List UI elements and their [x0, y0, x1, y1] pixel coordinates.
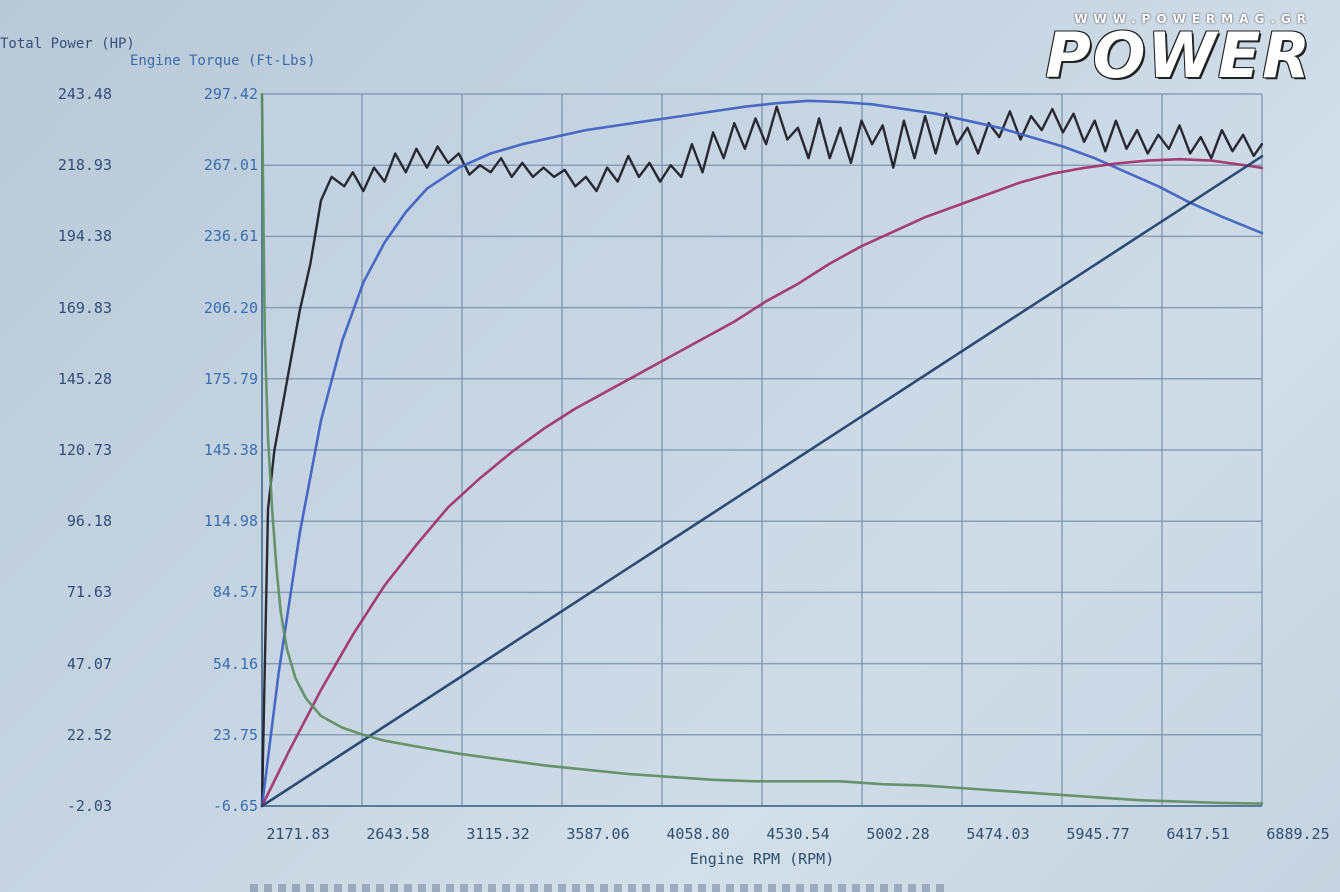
rpm-tick-label: 2171.83 [266, 825, 330, 843]
power-tick-label: -2.03 [66, 797, 112, 815]
rpm-tick-label: 3587.06 [566, 825, 630, 843]
torque-tick-label: 54.16 [212, 654, 258, 673]
power-tick-label: 169.83 [57, 298, 112, 317]
rpm-tick-label: 6417.51 [1166, 825, 1230, 843]
power-tick-label: 22.52 [66, 725, 112, 744]
torque-tick-label: 267.01 [203, 156, 258, 175]
power-tick-label: 194.38 [57, 227, 112, 246]
rpm-tick-label: 3115.32 [466, 825, 530, 843]
rpm-tick-label: 4530.54 [766, 825, 830, 843]
torque-tick-label: 114.98 [203, 512, 258, 531]
series-line-black [260, 105, 1264, 808]
series-line-blue [260, 99, 1264, 808]
rpm-tick-label: 5002.28 [866, 825, 930, 843]
torque-tick-label: 145.38 [203, 441, 258, 459]
rpm-axis-title: Engine RPM (RPM) [689, 850, 835, 868]
torque-tick-label: 206.20 [203, 298, 258, 317]
rpm-tick-label: 4058.80 [666, 825, 730, 843]
torque-tick-label: 236.61 [203, 227, 258, 246]
power-tick-label: 218.93 [57, 156, 112, 175]
power-axis-title: Total Power (HP) [0, 36, 135, 52]
power-logo: WWW.POWERMAG.GR POWER [912, 12, 1312, 92]
power-tick-label: 243.48 [57, 85, 112, 103]
torque-tick-label: 23.75 [212, 725, 258, 744]
power-tick-label: 96.18 [66, 512, 112, 531]
rpm-tick-label: 5945.77 [1066, 825, 1130, 843]
series-line-green [260, 92, 1264, 805]
logo-url: WWW.POWERMAG.GR [1074, 12, 1312, 26]
torque-tick-label: 84.57 [212, 583, 258, 602]
rpm-tick-label: 6889.25 [1266, 825, 1330, 843]
series-line-navy [260, 155, 1264, 808]
torque-tick-label: 175.79 [203, 369, 258, 388]
rpm-tick-label: 5474.03 [966, 825, 1030, 843]
torque-axis-title: Engine Torque (Ft-Lbs) [130, 53, 316, 69]
power-tick-label: 47.07 [66, 654, 112, 673]
cropped-legend-strip [250, 884, 950, 892]
torque-tick-label: -6.65 [212, 797, 258, 815]
power-tick-label: 120.73 [57, 441, 112, 459]
power-tick-label: 71.63 [66, 583, 112, 602]
torque-tick-label: 297.42 [203, 85, 258, 103]
logo-wordmark: POWER [1045, 19, 1312, 92]
power-tick-label: 145.28 [57, 369, 112, 388]
rpm-tick-label: 2643.58 [366, 825, 430, 843]
series-line-red [260, 157, 1264, 808]
